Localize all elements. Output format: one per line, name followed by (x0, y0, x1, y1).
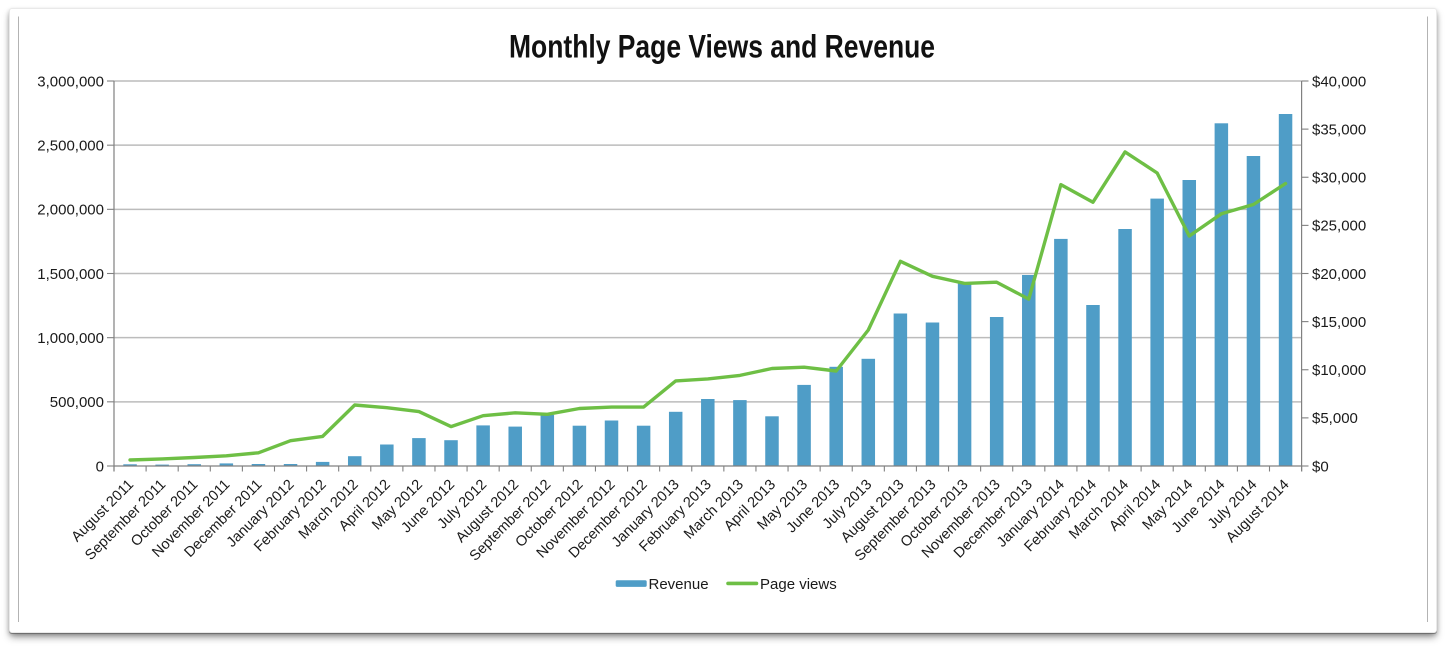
svg-text:2,000,000: 2,000,000 (37, 202, 104, 219)
svg-text:2,500,000: 2,500,000 (37, 137, 104, 154)
svg-text:Page views: Page views (760, 576, 837, 593)
svg-text:3,000,000: 3,000,000 (37, 73, 104, 90)
svg-text:$25,000: $25,000 (1312, 218, 1366, 235)
svg-text:$15,000: $15,000 (1312, 314, 1366, 331)
svg-text:$20,000: $20,000 (1312, 266, 1366, 283)
svg-text:$35,000: $35,000 (1312, 121, 1366, 138)
svg-text:$10,000: $10,000 (1312, 362, 1366, 379)
svg-text:$40,000: $40,000 (1312, 73, 1366, 90)
svg-text:0: 0 (96, 458, 104, 475)
svg-text:500,000: 500,000 (50, 394, 104, 411)
svg-text:Monthly Page Views and Revenue: Monthly Page Views and Revenue (509, 29, 935, 65)
svg-text:Revenue: Revenue (649, 576, 709, 593)
svg-text:$5,000: $5,000 (1312, 410, 1358, 427)
svg-text:1,500,000: 1,500,000 (37, 266, 104, 283)
svg-text:$30,000: $30,000 (1312, 170, 1366, 187)
svg-text:$0: $0 (1312, 458, 1329, 475)
svg-text:1,000,000: 1,000,000 (37, 330, 104, 347)
